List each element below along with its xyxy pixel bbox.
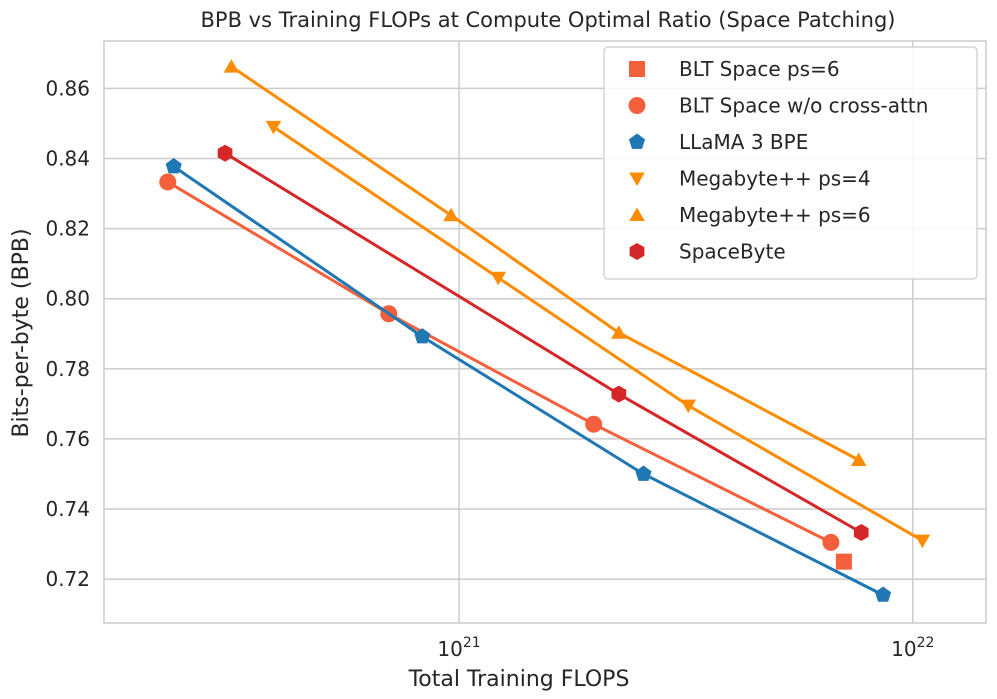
data-point-megabyte-ps-6 [223, 59, 240, 73]
plot-frame [103, 40, 987, 624]
legend: BLT Space ps=6 BLT Space w/o cross-attn LL… [603, 46, 978, 280]
legend-label: LLaMA 3 BPE [679, 130, 808, 154]
legend-entry-megabyte-ps-4: Megabyte++ ps=4 [629, 167, 871, 191]
legend-marker-blt-space-w-o-cross-attn [628, 97, 646, 114]
series-line-megabyte-ps-6 [230, 65, 860, 462]
x-tick-label: 1021 [437, 635, 480, 661]
data-point-llama-3-bpe [635, 465, 652, 481]
chart-title: BPB vs Training FLOPs at Compute Optimal… [201, 8, 896, 32]
y-tick-label: 0.86 [45, 76, 90, 100]
series-megabyte-ps-4 [265, 120, 931, 549]
legend-entry-megabyte-ps-6: Megabyte++ ps=6 [629, 203, 871, 227]
legend-label: Megabyte++ ps=6 [679, 203, 871, 227]
data-point-megabyte-ps-4 [914, 534, 931, 549]
data-point-spacebyte [853, 524, 869, 541]
legend-entry-blt-space-w-o-cross-attn: BLT Space w/o cross-attn [628, 94, 928, 118]
data-point-llama-3-bpe [414, 328, 431, 344]
x-tick-base: 10 [891, 637, 916, 661]
legend-entry-spacebyte: SpaceByte [629, 240, 786, 264]
legend-marker-megabyte-ps-6 [629, 207, 645, 221]
y-axis-ticks: 0.72 0.74 0.76 0.78 0.80 0.82 0.84 0.86 [45, 76, 90, 591]
y-tick-label: 0.74 [45, 497, 90, 521]
legend-entry-llama-3-bpe: LLaMA 3 BPE [628, 130, 808, 154]
y-tick-label: 0.84 [45, 146, 90, 170]
data-point-megabyte-ps-4 [265, 120, 282, 135]
series-blt-space-ps-6 [835, 553, 852, 570]
x-tick-label: 1022 [891, 635, 934, 661]
series-line-llama-3-bpe [172, 165, 884, 597]
legend-marker-llama-3-bpe [628, 133, 646, 149]
x-axis-label: Total Training FLOPS [408, 667, 630, 692]
x-tick-exponent: 22 [917, 635, 935, 651]
legend-label: Megabyte++ ps=4 [679, 167, 871, 191]
legend-marker-spacebyte [629, 243, 645, 260]
y-tick-label: 0.82 [45, 217, 90, 241]
series-spacebyte [217, 144, 869, 541]
series-line-blt-space-w-o-cross-attn [166, 180, 832, 544]
data-point-spacebyte [611, 385, 627, 403]
data-point-megabyte-ps-6 [611, 325, 627, 339]
series-llama-3-bpe [165, 158, 892, 602]
legend-label: BLT Space w/o cross-attn [679, 94, 928, 118]
data-point-megabyte-ps-4 [490, 271, 506, 286]
data-point-blt-space-w-o-cross-attn [159, 173, 177, 191]
data-point-megabyte-ps-6 [443, 207, 459, 222]
legend-box [603, 46, 978, 280]
y-axis-label: Bits-per-byte (BPB) [9, 228, 34, 437]
legend-label: SpaceByte [679, 240, 786, 264]
series-line-megabyte-ps-4 [272, 125, 924, 542]
y-tick-label: 0.72 [45, 567, 90, 591]
data-point-megabyte-ps-4 [680, 399, 696, 414]
data-point-blt-space-w-o-cross-attn [822, 533, 840, 551]
data-point-megabyte-ps-6 [850, 452, 867, 466]
data-point-spacebyte [217, 144, 233, 162]
data-point-blt-space-w-o-cross-attn [585, 415, 603, 433]
x-tick-exponent: 21 [463, 635, 481, 651]
x-axis-ticks: 1021 1022 [437, 635, 934, 661]
x-tick-base: 10 [437, 637, 462, 661]
data-point-blt-space-ps-6 [835, 553, 852, 570]
y-tick-label: 0.78 [45, 357, 90, 381]
data-point-llama-3-bpe [165, 158, 182, 174]
series-megabyte-ps-6 [223, 59, 867, 466]
legend-marker-blt-space-ps-6 [629, 61, 645, 77]
y-tick-label: 0.76 [45, 427, 90, 451]
y-tick-label: 0.80 [45, 287, 90, 311]
legend-label: BLT Space ps=6 [679, 57, 840, 81]
data-point-llama-3-bpe [875, 586, 892, 602]
legend-marker-megabyte-ps-4 [629, 172, 645, 186]
series-layer [159, 59, 931, 602]
legend-entry-blt-space-ps-6: BLT Space ps=6 [629, 57, 840, 81]
